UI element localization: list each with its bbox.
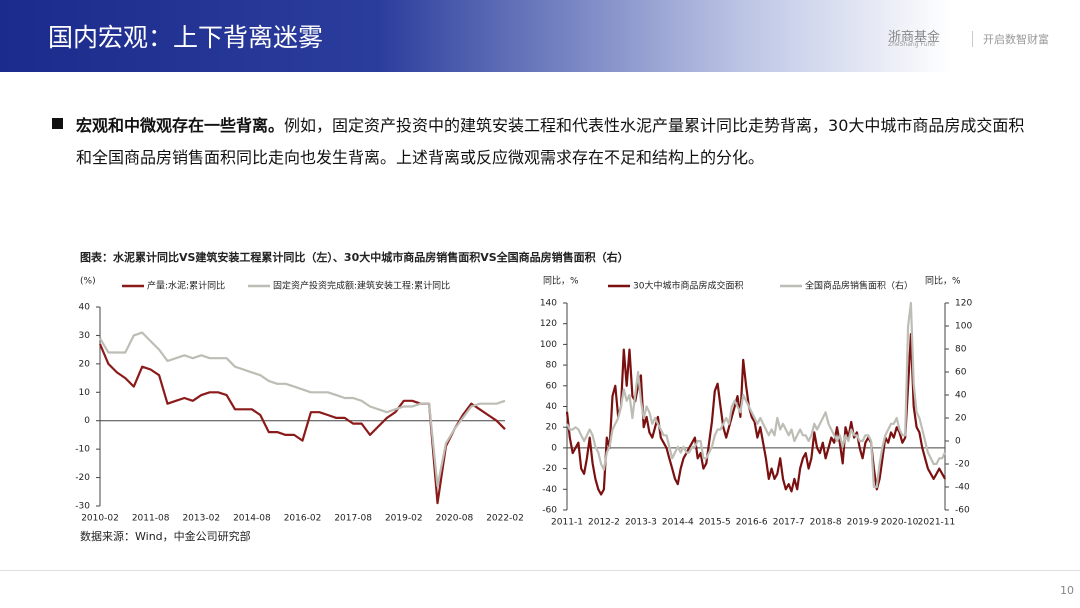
y-tick-label: 80 (546, 361, 558, 371)
slogan: 开启数智财富 (972, 31, 1049, 47)
series-line (98, 343, 506, 505)
bullet (52, 118, 63, 129)
y2-axis-label: 同比，% (925, 275, 961, 287)
y-tick-label: -60 (542, 506, 557, 516)
x-tick-label: 2017-7 (773, 518, 805, 528)
header-band (0, 0, 1080, 72)
y-tick-label: 40 (546, 402, 558, 412)
y-tick-label: 120 (540, 319, 557, 329)
x-tick-label: 2014-4 (662, 518, 694, 528)
y-tick-label: 30 (79, 331, 91, 341)
body-rest: 例如，固定资产投资中的建筑安装工程和代表性水泥产量累计同比走势背离，30大中城市… (76, 116, 1025, 167)
series-line (99, 331, 506, 488)
x-tick-label: 2015-5 (699, 518, 731, 528)
y-tick-label: 20 (546, 423, 558, 433)
x-tick-label: 2020-08 (436, 514, 474, 524)
y2-tick-label: 80 (955, 345, 967, 355)
x-tick-label: 2016-02 (284, 514, 322, 524)
y-tick-label: -10 (75, 445, 90, 455)
logo-en: ZheShang Fund (888, 41, 935, 48)
footer-line (0, 570, 1080, 571)
y-tick-label: 0 (551, 443, 557, 453)
source: 数据来源：Wind，中金公司研究部 (80, 529, 251, 543)
y2-tick-label: 40 (955, 391, 967, 401)
series-line (565, 333, 946, 496)
body-bold: 宏观和中微观存在一些背离。 (76, 116, 285, 135)
y-tick-label: 40 (79, 303, 91, 313)
legend-label: 固定资产投资完成额:建筑安装工程:累计同比 (273, 280, 450, 292)
x-tick-label: 2021-11 (918, 518, 956, 528)
y-tick-label: -20 (75, 473, 90, 483)
x-tick-label: 2019-02 (385, 514, 423, 524)
x-tick-label: 2019-9 (847, 518, 879, 528)
y-axis-label: 同比，% (543, 275, 579, 287)
x-tick-label: 2016-6 (736, 518, 768, 528)
series-line (566, 301, 946, 489)
x-tick-label: 2010-02 (81, 514, 119, 524)
y2-tick-label: 60 (955, 368, 967, 378)
y2-tick-label: 20 (955, 414, 967, 424)
figure-title: 图表：水泥累计同比VS建筑安装工程累计同比（左）、30大中城市商品房销售面积VS… (80, 250, 629, 264)
x-tick-label: 2011-1 (551, 518, 583, 528)
legend-label: 30大中城市商品房成交面积 (633, 280, 743, 292)
y2-tick-label: -60 (955, 506, 970, 516)
y-tick-label: -40 (542, 485, 557, 495)
y-axis-label: (%) (80, 277, 96, 287)
x-tick-label: 2022-02 (486, 514, 524, 524)
x-tick-label: 2013-3 (625, 518, 657, 528)
y2-tick-label: -20 (955, 460, 970, 470)
page-number: 10 (1060, 584, 1074, 597)
body-text: 宏观和中微观存在一些背离。例如，固定资产投资中的建筑安装工程和代表性水泥产量累计… (76, 110, 1026, 174)
logo: 浙商基金 (888, 30, 941, 45)
y-tick-label: 20 (79, 359, 91, 369)
header-title: 国内宏观：上下背离迷雾 (48, 23, 324, 52)
legend-label: 全国商品房销售面积（右） (805, 280, 913, 292)
x-tick-label: 2013-02 (182, 514, 220, 524)
legend-label: 产量:水泥:累计同比 (147, 280, 225, 292)
y-tick-label: 10 (79, 388, 91, 398)
y-tick-label: -30 (75, 502, 90, 512)
y2-tick-label: 100 (955, 322, 972, 332)
y2-tick-label: 0 (955, 437, 961, 447)
y-tick-label: 60 (546, 381, 558, 391)
y-tick-label: 140 (540, 299, 557, 309)
x-tick-label: 2018-8 (810, 518, 842, 528)
y2-tick-label: -40 (955, 483, 970, 493)
y2-tick-label: 120 (955, 299, 972, 309)
x-tick-label: 2011-08 (132, 514, 170, 524)
x-tick-label: 2017-08 (334, 514, 372, 524)
x-tick-label: 2020-10 (881, 518, 919, 528)
x-tick-label: 2014-08 (233, 514, 271, 524)
y-tick-label: -20 (542, 464, 557, 474)
x-tick-label: 2012-2 (588, 518, 620, 528)
y-tick-label: 0 (84, 416, 90, 426)
y-tick-label: 100 (540, 340, 557, 350)
